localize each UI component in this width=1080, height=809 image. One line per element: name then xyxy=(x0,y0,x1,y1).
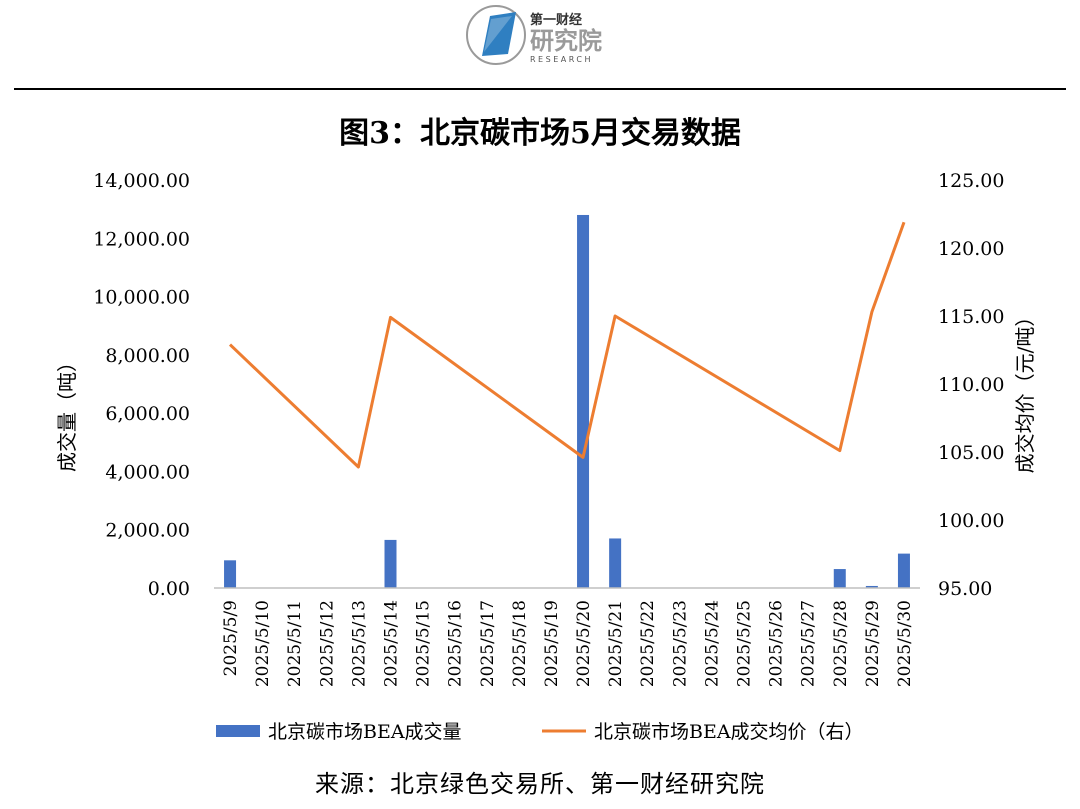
right-tick-label: 120.00 xyxy=(938,238,1004,260)
left-tick-label: 10,000.00 xyxy=(93,287,190,309)
logo: 第一财经 研究院 RESEARCH xyxy=(466,5,602,65)
logo-line1: 第一财经 xyxy=(530,12,582,28)
left-tick-label: 4,000.00 xyxy=(105,461,190,483)
x-tick-label: 2025/5/22 xyxy=(638,600,658,687)
left-axis-ticks: 0.00 2,000.00 4,000.00 6,000.00 8,000.00 10,0… xyxy=(93,170,190,600)
logo-line2: 研究院 xyxy=(530,27,602,55)
x-tick-label: 2025/5/29 xyxy=(863,600,883,687)
left-tick-label: 6,000.00 xyxy=(105,403,190,425)
x-axis-ticks: 2025/5/9 2025/5/10 2025/5/11 2025/5/12 2025/… xyxy=(221,600,915,687)
logo-ring xyxy=(466,5,526,65)
volume-bar xyxy=(577,214,590,588)
right-axis-ticks: 95.00 100.00 105.00 110.00 115.00 120.00 125.0… xyxy=(938,170,1004,600)
logo-mark xyxy=(482,12,516,56)
x-tick-label: 2025/5/21 xyxy=(606,600,626,687)
volume-bar xyxy=(833,569,846,588)
chart-title: 图3：北京碳市场5月交易数据 xyxy=(339,116,741,151)
x-tick-label: 2025/5/13 xyxy=(349,600,369,687)
header-divider xyxy=(14,88,1066,90)
source-note: 来源：北京绿色交易所、第一财经研究院 xyxy=(315,770,765,798)
x-tick-label: 2025/5/15 xyxy=(414,600,434,687)
legend-line-label: 北京碳市场BEA成交均价（右） xyxy=(594,721,864,743)
volume-bar xyxy=(865,585,878,588)
left-tick-label: 14,000.00 xyxy=(93,170,190,192)
right-tick-label: 95.00 xyxy=(938,578,992,600)
logo-mark-highlight xyxy=(484,16,512,52)
x-tick-label: 2025/5/16 xyxy=(446,600,466,687)
x-tick-label: 2025/5/25 xyxy=(735,600,755,687)
x-tick-label: 2025/5/11 xyxy=(285,600,305,687)
right-tick-label: 100.00 xyxy=(938,510,1004,532)
legend-bar-swatch xyxy=(216,725,260,737)
x-tick-label: 2025/5/10 xyxy=(253,600,273,687)
left-tick-label: 2,000.00 xyxy=(105,520,190,542)
logo-line3: RESEARCH xyxy=(530,55,593,64)
chart: 图3：北京碳市场5月交易数据 0.00 2,000.00 4,000.00 6,000… xyxy=(55,116,1037,743)
volume-bar xyxy=(609,538,622,588)
volume-bar xyxy=(224,560,237,588)
x-tick-label: 2025/5/14 xyxy=(382,600,402,687)
legend-bar-label: 北京碳市场BEA成交量 xyxy=(268,721,462,743)
x-tick-label: 2025/5/28 xyxy=(831,600,851,687)
x-tick-label: 2025/5/27 xyxy=(799,600,819,687)
x-tick-label: 2025/5/9 xyxy=(221,600,241,676)
right-tick-label: 115.00 xyxy=(938,306,1004,328)
x-tick-label: 2025/5/17 xyxy=(478,600,498,687)
price-line xyxy=(228,221,906,469)
right-tick-label: 105.00 xyxy=(938,442,1004,464)
right-axis-label: 成交均价（元/吨） xyxy=(1013,307,1037,474)
x-tick-label: 2025/5/19 xyxy=(542,600,562,687)
volume-bar xyxy=(384,539,397,588)
left-tick-label: 8,000.00 xyxy=(105,345,190,367)
left-tick-label: 0.00 xyxy=(148,578,190,600)
x-tick-label: 2025/5/20 xyxy=(574,600,594,687)
x-tick-label: 2025/5/24 xyxy=(702,600,722,687)
x-tick-label: 2025/5/12 xyxy=(317,600,337,687)
left-tick-label: 12,000.00 xyxy=(93,228,190,250)
x-tick-label: 2025/5/18 xyxy=(510,600,530,687)
x-tick-label: 2025/5/26 xyxy=(767,600,787,687)
volume-bar xyxy=(897,553,910,588)
right-tick-label: 125.00 xyxy=(938,170,1004,192)
x-tick-label: 2025/5/23 xyxy=(670,600,690,687)
bar-series xyxy=(224,214,910,588)
right-tick-label: 110.00 xyxy=(938,374,1004,396)
left-axis-label: 成交量（吨） xyxy=(55,352,79,472)
x-tick-label: 2025/5/30 xyxy=(895,600,915,687)
